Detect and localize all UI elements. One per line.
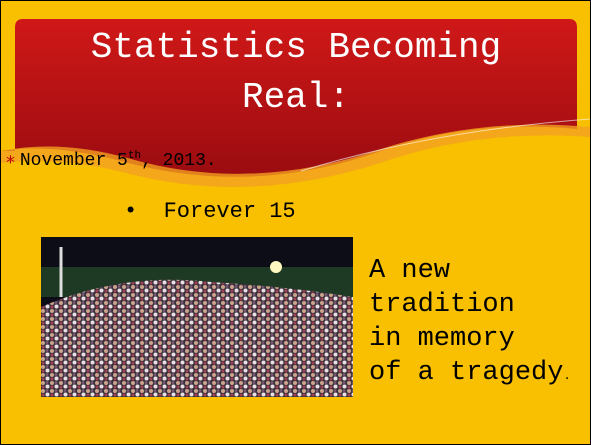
bullet: ∗ November 5th, 2013. bbox=[5, 149, 217, 171]
photo bbox=[41, 237, 353, 397]
sub-bullet-text: Forever 15 bbox=[163, 199, 296, 224]
caption-end: . bbox=[563, 369, 571, 383]
sub-bullet-marker: • bbox=[124, 199, 164, 224]
slide-title: Statistics Becoming Real: bbox=[90, 27, 502, 118]
header-band bbox=[1, 19, 577, 177]
caption-line: A new bbox=[369, 256, 451, 286]
photo-crowd bbox=[41, 279, 353, 397]
caption: A new tradition in memory of a tragedy. bbox=[369, 254, 571, 393]
wave bbox=[1, 124, 590, 187]
sub-bullet: • Forever 15 bbox=[124, 199, 296, 224]
photo-light bbox=[270, 261, 282, 273]
caption-line: tradition bbox=[369, 290, 515, 320]
bullet-sup: th bbox=[127, 150, 142, 162]
caption-line: of a tragedy. bbox=[369, 356, 571, 393]
bullet-marker: ∗ bbox=[5, 151, 16, 171]
bullet-text: November 5 bbox=[19, 151, 128, 171]
caption-line: in memory bbox=[369, 324, 515, 354]
caption-line-text: of a tragedy bbox=[369, 358, 564, 388]
wave-line bbox=[300, 118, 590, 172]
bullet-rest: , 2013. bbox=[141, 151, 217, 171]
